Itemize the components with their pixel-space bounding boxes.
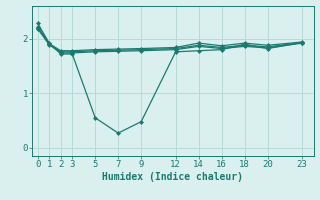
X-axis label: Humidex (Indice chaleur): Humidex (Indice chaleur)	[102, 172, 243, 182]
